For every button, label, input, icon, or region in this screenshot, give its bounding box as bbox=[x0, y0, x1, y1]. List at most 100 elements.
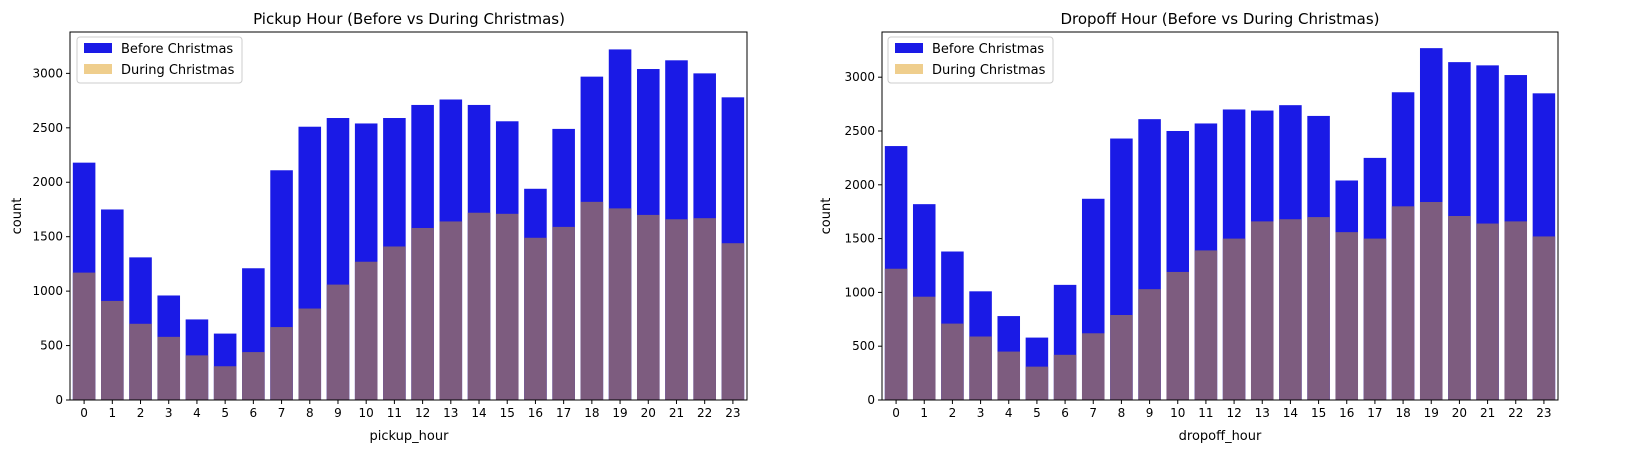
legend-swatch-before bbox=[84, 43, 112, 53]
x-tick-label: 18 bbox=[1395, 406, 1410, 420]
bar-during-christmas bbox=[1532, 236, 1556, 400]
bar-during-christmas bbox=[884, 268, 908, 400]
bar-during-christmas bbox=[1448, 216, 1471, 400]
x-tick-label: 9 bbox=[334, 406, 342, 420]
legend: Before Christmas During Christmas bbox=[76, 36, 243, 84]
bar-during-christmas bbox=[383, 246, 406, 400]
legend-label-before: Before Christmas bbox=[932, 42, 1044, 57]
bar-during-christmas bbox=[1250, 221, 1274, 400]
x-tick-label: 11 bbox=[1198, 406, 1213, 420]
x-tick-label: 7 bbox=[1089, 406, 1097, 420]
bar-during-christmas bbox=[354, 261, 378, 400]
y-tick-label: 3000 bbox=[32, 66, 63, 80]
x-tick-label: 8 bbox=[1118, 406, 1126, 420]
bar-during-christmas bbox=[1138, 289, 1161, 400]
y-tick-label: 500 bbox=[852, 339, 875, 353]
bar-during-christmas bbox=[608, 208, 632, 400]
x-tick-label: 16 bbox=[1339, 406, 1354, 420]
bar-during-christmas bbox=[298, 308, 322, 400]
x-tick-label: 15 bbox=[1311, 406, 1326, 420]
x-tick-label: 3 bbox=[977, 406, 985, 420]
y-tick-label: 0 bbox=[55, 393, 63, 407]
bar-during-christmas bbox=[101, 300, 124, 400]
bar-during-christmas bbox=[270, 327, 293, 400]
bar-during-christmas bbox=[72, 272, 96, 400]
bar-during-christmas bbox=[1419, 202, 1443, 400]
x-tick-label: 10 bbox=[359, 406, 374, 420]
y-axis: 0 500 1000 1500 2000 2500 3000 bbox=[32, 66, 70, 407]
bar-during-christmas bbox=[997, 351, 1021, 400]
x-tick-label: 11 bbox=[387, 406, 402, 420]
x-axis-label: pickup_hour bbox=[370, 429, 450, 444]
bar-during-christmas bbox=[157, 336, 181, 400]
bar-during-christmas bbox=[129, 323, 152, 400]
x-tick-label: 20 bbox=[641, 406, 656, 420]
bars-layer bbox=[884, 48, 1556, 401]
x-tick-label: 2 bbox=[137, 406, 145, 420]
x-axis-label: dropoff_hour bbox=[1179, 429, 1262, 444]
bar-during-christmas bbox=[552, 226, 575, 400]
bar-during-christmas bbox=[467, 212, 491, 400]
bar-during-christmas bbox=[1194, 250, 1218, 400]
x-axis: 0 1 2 3 4 5 6 7 8 9 10 11 12 13 14 15 16 17 18 19 20 21 22 23 bbox=[892, 400, 1552, 420]
x-tick-label: 13 bbox=[1255, 406, 1270, 420]
x-tick-label: 14 bbox=[1283, 406, 1298, 420]
x-tick-label: 1 bbox=[108, 406, 116, 420]
legend-box bbox=[76, 36, 243, 84]
bar-during-christmas bbox=[636, 214, 660, 400]
x-tick-label: 4 bbox=[193, 406, 201, 420]
x-tick-label: 5 bbox=[221, 406, 229, 420]
bar-during-christmas bbox=[912, 296, 936, 400]
x-tick-label: 16 bbox=[528, 406, 543, 420]
x-tick-label: 18 bbox=[584, 406, 599, 420]
bar-during-christmas bbox=[495, 213, 519, 400]
bar-during-christmas bbox=[439, 221, 463, 400]
x-tick-label: 23 bbox=[725, 406, 740, 420]
x-tick-label: 22 bbox=[1508, 406, 1523, 420]
x-tick-label: 6 bbox=[1061, 406, 1069, 420]
x-tick-label: 6 bbox=[250, 406, 258, 420]
x-tick-label: 14 bbox=[471, 406, 486, 420]
legend-swatch-before bbox=[895, 43, 923, 53]
x-tick-label: 9 bbox=[1146, 406, 1154, 420]
bar-during-christmas bbox=[721, 243, 745, 400]
y-tick-label: 2500 bbox=[844, 124, 875, 138]
bar-during-christmas bbox=[213, 366, 237, 400]
bar-during-christmas bbox=[693, 218, 716, 400]
bar-during-christmas bbox=[1025, 366, 1049, 400]
bars-layer bbox=[72, 49, 745, 401]
x-axis: 0 1 2 3 4 5 6 7 8 9 10 11 12 13 14 15 16 17 18 19 20 21 22 23 bbox=[80, 400, 741, 420]
bar-during-christmas bbox=[1335, 232, 1359, 400]
legend: Before Christmas During Christmas bbox=[887, 36, 1054, 84]
legend-label-before: Before Christmas bbox=[121, 42, 233, 57]
x-tick-label: 15 bbox=[500, 406, 515, 420]
y-tick-label: 2000 bbox=[32, 175, 63, 189]
bar-during-christmas bbox=[524, 237, 547, 400]
x-tick-label: 19 bbox=[1424, 406, 1439, 420]
y-tick-label: 2000 bbox=[844, 178, 875, 192]
legend-label-during: During Christmas bbox=[932, 63, 1046, 78]
x-tick-label: 8 bbox=[306, 406, 314, 420]
bar-during-christmas bbox=[185, 355, 209, 400]
bar-during-christmas bbox=[941, 323, 964, 400]
plot-frame bbox=[881, 31, 1559, 401]
x-tick-label: 4 bbox=[1005, 406, 1013, 420]
chart-title: Pickup Hour (Before vs During Christmas) bbox=[253, 10, 565, 28]
y-tick-label: 3000 bbox=[844, 70, 875, 84]
y-axis-label: count bbox=[10, 198, 25, 235]
x-tick-label: 17 bbox=[1367, 406, 1382, 420]
legend-box bbox=[887, 36, 1054, 84]
y-tick-label: 1500 bbox=[32, 230, 63, 244]
bar-during-christmas bbox=[326, 284, 350, 400]
y-axis-label: count bbox=[819, 198, 834, 235]
x-tick-label: 5 bbox=[1033, 406, 1041, 420]
legend-swatch-during bbox=[895, 64, 923, 74]
bar-during-christmas bbox=[242, 352, 265, 400]
legend-swatch-during bbox=[84, 64, 112, 74]
x-tick-label: 22 bbox=[697, 406, 712, 420]
bar-during-christmas bbox=[969, 336, 992, 400]
bar-during-christmas bbox=[1363, 238, 1387, 400]
bar-during-christmas bbox=[1476, 223, 1499, 400]
bar-during-christmas bbox=[1307, 217, 1330, 400]
